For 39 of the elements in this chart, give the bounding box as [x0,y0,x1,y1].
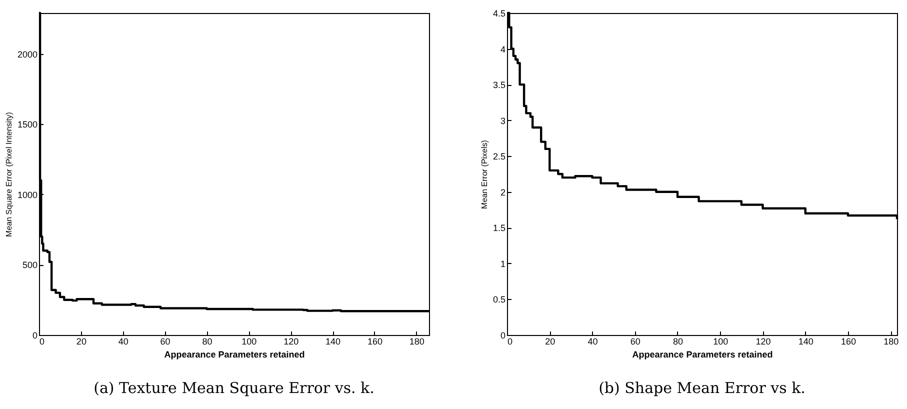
x-tick-label: 40 [588,336,598,346]
text: (a) Texture Mean Square Error vs. k. [94,379,374,397]
x-tick-label: 40 [118,336,128,346]
x-tick-label: 120 [284,336,299,346]
y-tick-label: 500 [22,260,38,270]
x-tick-label: 0 [508,336,513,346]
y-tick-label: 4.5 [492,8,506,18]
x-tick-label: 140 [798,336,814,346]
y-tick-label: 1 [500,258,506,269]
x-tick-label: 60 [630,336,640,346]
y-tick-label: 1000 [17,190,38,200]
y-tick-label: 1.5 [492,223,506,234]
text: (b) Shape Mean Error vs k. [598,379,806,397]
y-tick-label: 3 [500,116,506,126]
x-tick-label: 160 [840,336,856,346]
y-axis-title: Mean Error (Pixels) [480,140,489,209]
y-tick-label: 2.5 [492,152,506,162]
y-tick-label: 2 [500,187,506,198]
x-tick-label: 160 [367,336,382,346]
y-tick-label: 1500 [17,120,38,130]
x-tick-label: 180 [884,336,899,346]
y-tick-label: 4 [500,44,506,54]
x-axis-title: Appearance Parameters retained [164,350,305,360]
x-tick-label: 140 [326,336,341,346]
y-tick-label: 2000 [17,49,38,60]
x-tick-label: 80 [202,336,212,346]
x-tick-label: 180 [409,336,424,346]
x-tick-label: 100 [242,336,257,346]
x-tick-label: 120 [756,336,771,346]
x-tick-label: 0 [40,336,45,346]
x-tick-label: 60 [160,336,170,346]
x-tick-label: 20 [76,336,86,346]
x-tick-label: 100 [713,336,728,346]
y-axis-title: Mean Square Error (Pixel Intensity) [4,112,14,237]
y-tick-label: 0.5 [492,294,506,305]
x-axis-title: Appearance Parameters retained [632,350,773,360]
x-tick-label: 20 [545,336,556,346]
x-tick-label: 80 [672,336,683,346]
y-tick-label: 3.5 [492,80,506,90]
